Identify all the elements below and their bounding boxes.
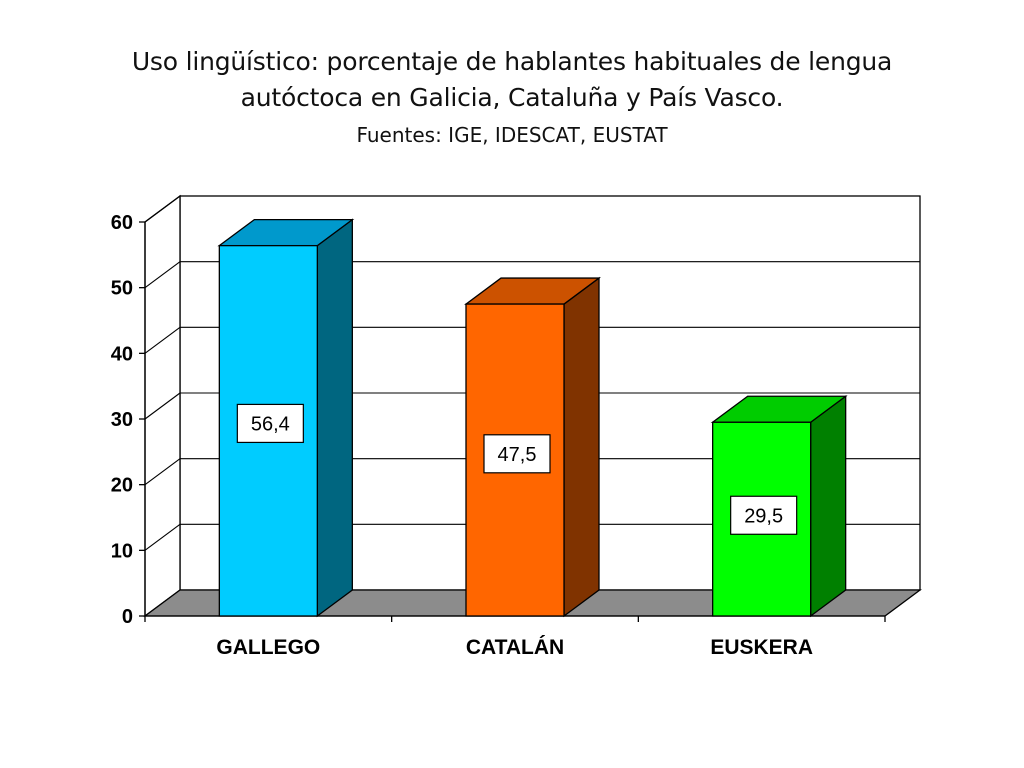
bar-side	[810, 394, 847, 618]
y-tick-label: 20	[111, 475, 133, 497]
bar-side	[563, 276, 600, 618]
y-tick-label: 60	[111, 212, 133, 234]
gridline-side	[144, 523, 181, 551]
y-tick-label: 0	[122, 606, 133, 628]
gridline-side	[144, 326, 181, 354]
data-label-box	[483, 434, 551, 474]
y-tick-label: 30	[111, 409, 133, 431]
data-label-box	[730, 495, 798, 535]
data-label-box	[236, 403, 304, 444]
x-tick-label: CATALÁN	[466, 636, 564, 659]
x-tick-label: EUSKERA	[710, 636, 813, 659]
bar-catalán: 47,5	[464, 276, 601, 618]
y-tick-label: 40	[111, 343, 133, 365]
bar-gallego: 56,4	[217, 218, 355, 618]
title-line-2: autóctoca en Galicia, Cataluña y País Va…	[240, 83, 784, 112]
bar-side	[316, 218, 353, 618]
data-label: 29,5	[744, 505, 783, 527]
bar-euskera: 29,5	[710, 394, 848, 618]
gridline-side	[144, 392, 181, 420]
gridline-side	[144, 458, 181, 486]
gridline-side	[144, 261, 181, 289]
chart-title: Uso lingüístico: porcentaje de hablantes…	[0, 44, 1024, 150]
y-tick-label: 50	[111, 278, 133, 300]
y-tick-label: 10	[111, 540, 133, 562]
gridline-side	[144, 195, 181, 223]
x-tick-label: GALLEGO	[216, 636, 320, 659]
chart-subtitle: Fuentes: IGE, IDESCAT, EUSTAT	[356, 123, 668, 147]
data-label: 47,5	[498, 444, 537, 466]
title-line-1: Uso lingüístico: porcentaje de hablantes…	[131, 47, 893, 76]
data-label: 56,4	[251, 413, 290, 435]
